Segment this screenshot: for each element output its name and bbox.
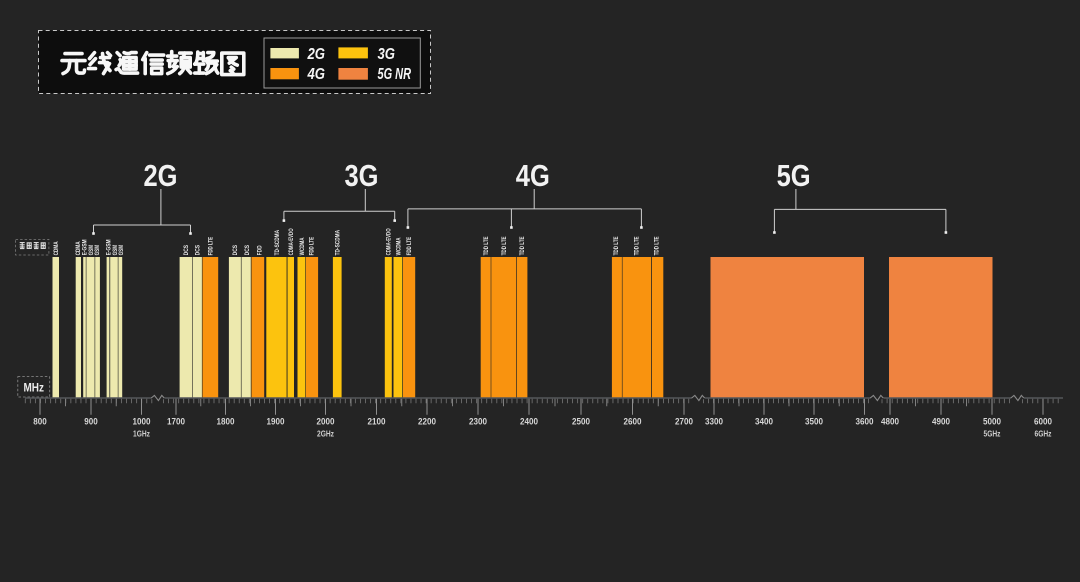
svg-text:1GHz: 1GHz bbox=[133, 429, 150, 439]
svg-text:CDMA-EVDO: CDMA-EVDO bbox=[288, 228, 295, 255]
svg-text:4900: 4900 bbox=[932, 417, 950, 428]
svg-text:DCS: DCS bbox=[244, 245, 251, 256]
svg-text:2300: 2300 bbox=[469, 417, 487, 428]
svg-text:DCS: DCS bbox=[195, 245, 202, 256]
svg-text:MHz: MHz bbox=[23, 380, 44, 394]
svg-text:1000: 1000 bbox=[133, 417, 151, 428]
svg-text:2200: 2200 bbox=[418, 417, 436, 428]
svg-text:TDD LTE: TDD LTE bbox=[654, 236, 661, 255]
svg-text:2G: 2G bbox=[307, 46, 325, 63]
svg-text:FDD: FDD bbox=[256, 245, 263, 255]
svg-text:TDD LTE: TDD LTE bbox=[501, 236, 508, 255]
svg-text:2400: 2400 bbox=[520, 417, 538, 428]
svg-text:3300: 3300 bbox=[705, 417, 723, 428]
svg-text:TDD LTE: TDD LTE bbox=[483, 236, 490, 255]
svg-text:GSM: GSM bbox=[118, 245, 125, 256]
svg-text:6000: 6000 bbox=[1034, 417, 1052, 428]
svg-text:TDD LTE: TDD LTE bbox=[613, 236, 620, 255]
svg-text:GSM: GSM bbox=[112, 245, 119, 256]
svg-text:4G: 4G bbox=[307, 66, 325, 83]
svg-text:4800: 4800 bbox=[881, 417, 899, 428]
svg-text:2100: 2100 bbox=[368, 417, 386, 428]
svg-text:DCS: DCS bbox=[232, 245, 239, 256]
svg-text:4G: 4G bbox=[516, 159, 550, 193]
svg-text:2600: 2600 bbox=[624, 417, 642, 428]
svg-text:1700: 1700 bbox=[167, 417, 185, 428]
svg-text:3600: 3600 bbox=[856, 417, 874, 428]
svg-text:FDD LTE: FDD LTE bbox=[309, 237, 316, 256]
svg-text:900: 900 bbox=[84, 417, 98, 428]
svg-text:CDMA-EVDO: CDMA-EVDO bbox=[386, 228, 393, 255]
svg-text:5G NR: 5G NR bbox=[378, 66, 412, 83]
svg-text:3G: 3G bbox=[378, 46, 396, 63]
svg-text:GSM: GSM bbox=[94, 245, 101, 256]
svg-text:2G: 2G bbox=[144, 159, 178, 193]
svg-text:WCDMA: WCDMA bbox=[299, 237, 306, 255]
svg-text:CDMA: CDMA bbox=[53, 241, 60, 255]
svg-text:DCS: DCS bbox=[183, 245, 190, 256]
svg-text:5000: 5000 bbox=[983, 417, 1001, 428]
svg-text:TD-SCDMA: TD-SCDMA bbox=[274, 229, 281, 255]
svg-text:TDD LTE: TDD LTE bbox=[634, 236, 641, 255]
svg-text:TDD LTE: TDD LTE bbox=[519, 236, 526, 255]
svg-text:FDD LTE: FDD LTE bbox=[208, 237, 215, 256]
svg-text:3400: 3400 bbox=[755, 417, 773, 428]
svg-text:CDMA: CDMA bbox=[75, 241, 82, 255]
svg-text:2700: 2700 bbox=[675, 417, 693, 428]
svg-text:GSM: GSM bbox=[88, 245, 95, 256]
svg-text:FDD LTE: FDD LTE bbox=[406, 237, 413, 256]
svg-text:2000: 2000 bbox=[317, 417, 335, 428]
svg-text:WCDMA: WCDMA bbox=[395, 237, 402, 255]
svg-text:6GHz: 6GHz bbox=[1035, 429, 1052, 439]
svg-text:TD-SCDMA: TD-SCDMA bbox=[334, 229, 341, 255]
svg-text:1900: 1900 bbox=[267, 417, 285, 428]
svg-text:2500: 2500 bbox=[572, 417, 590, 428]
svg-text:2GHz: 2GHz bbox=[317, 429, 334, 439]
svg-text:1800: 1800 bbox=[217, 417, 235, 428]
svg-text:800: 800 bbox=[33, 417, 47, 428]
svg-text:E-GSM: E-GSM bbox=[82, 239, 89, 255]
svg-text:3500: 3500 bbox=[805, 417, 823, 428]
svg-text:5GHz: 5GHz bbox=[984, 429, 1001, 439]
svg-text:E-GSM: E-GSM bbox=[105, 239, 112, 255]
svg-text:5G: 5G bbox=[777, 159, 811, 193]
svg-text:3G: 3G bbox=[345, 159, 379, 193]
